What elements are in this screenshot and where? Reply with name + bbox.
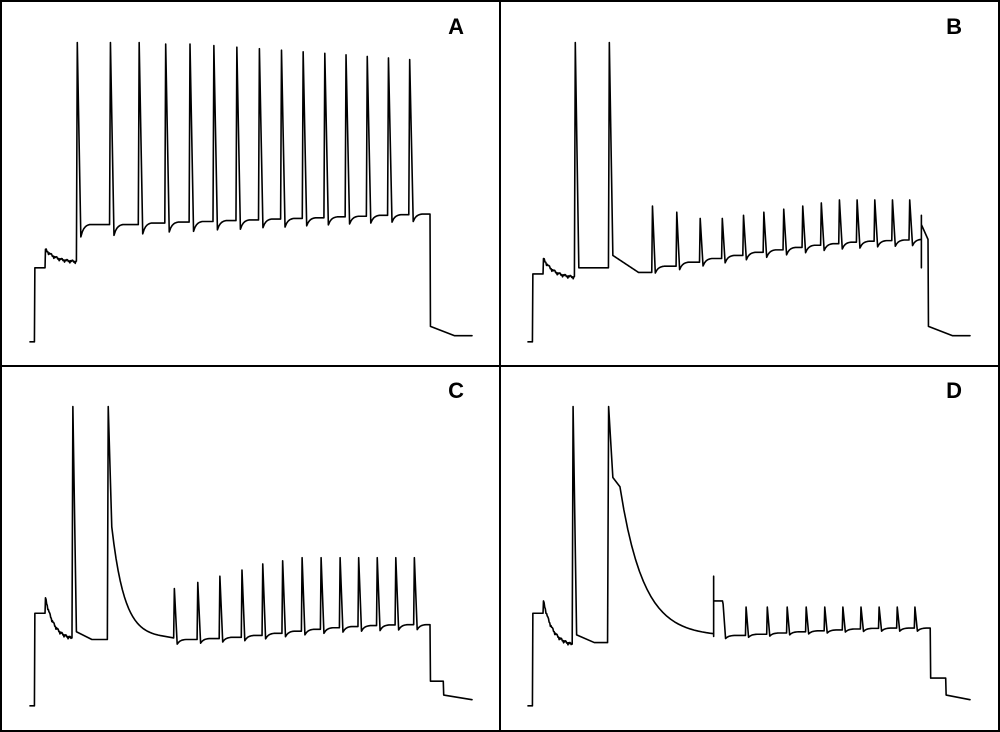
trace-b (500, 2, 998, 366)
panel-d: D (500, 366, 998, 730)
electrophysiology-figure: ABCD (0, 0, 1000, 732)
trace-c (2, 366, 500, 730)
trace-a (2, 2, 500, 366)
trace-d (500, 366, 998, 730)
panel-b: B (500, 2, 998, 366)
panel-a: A (2, 2, 500, 366)
panel-c: C (2, 366, 500, 730)
